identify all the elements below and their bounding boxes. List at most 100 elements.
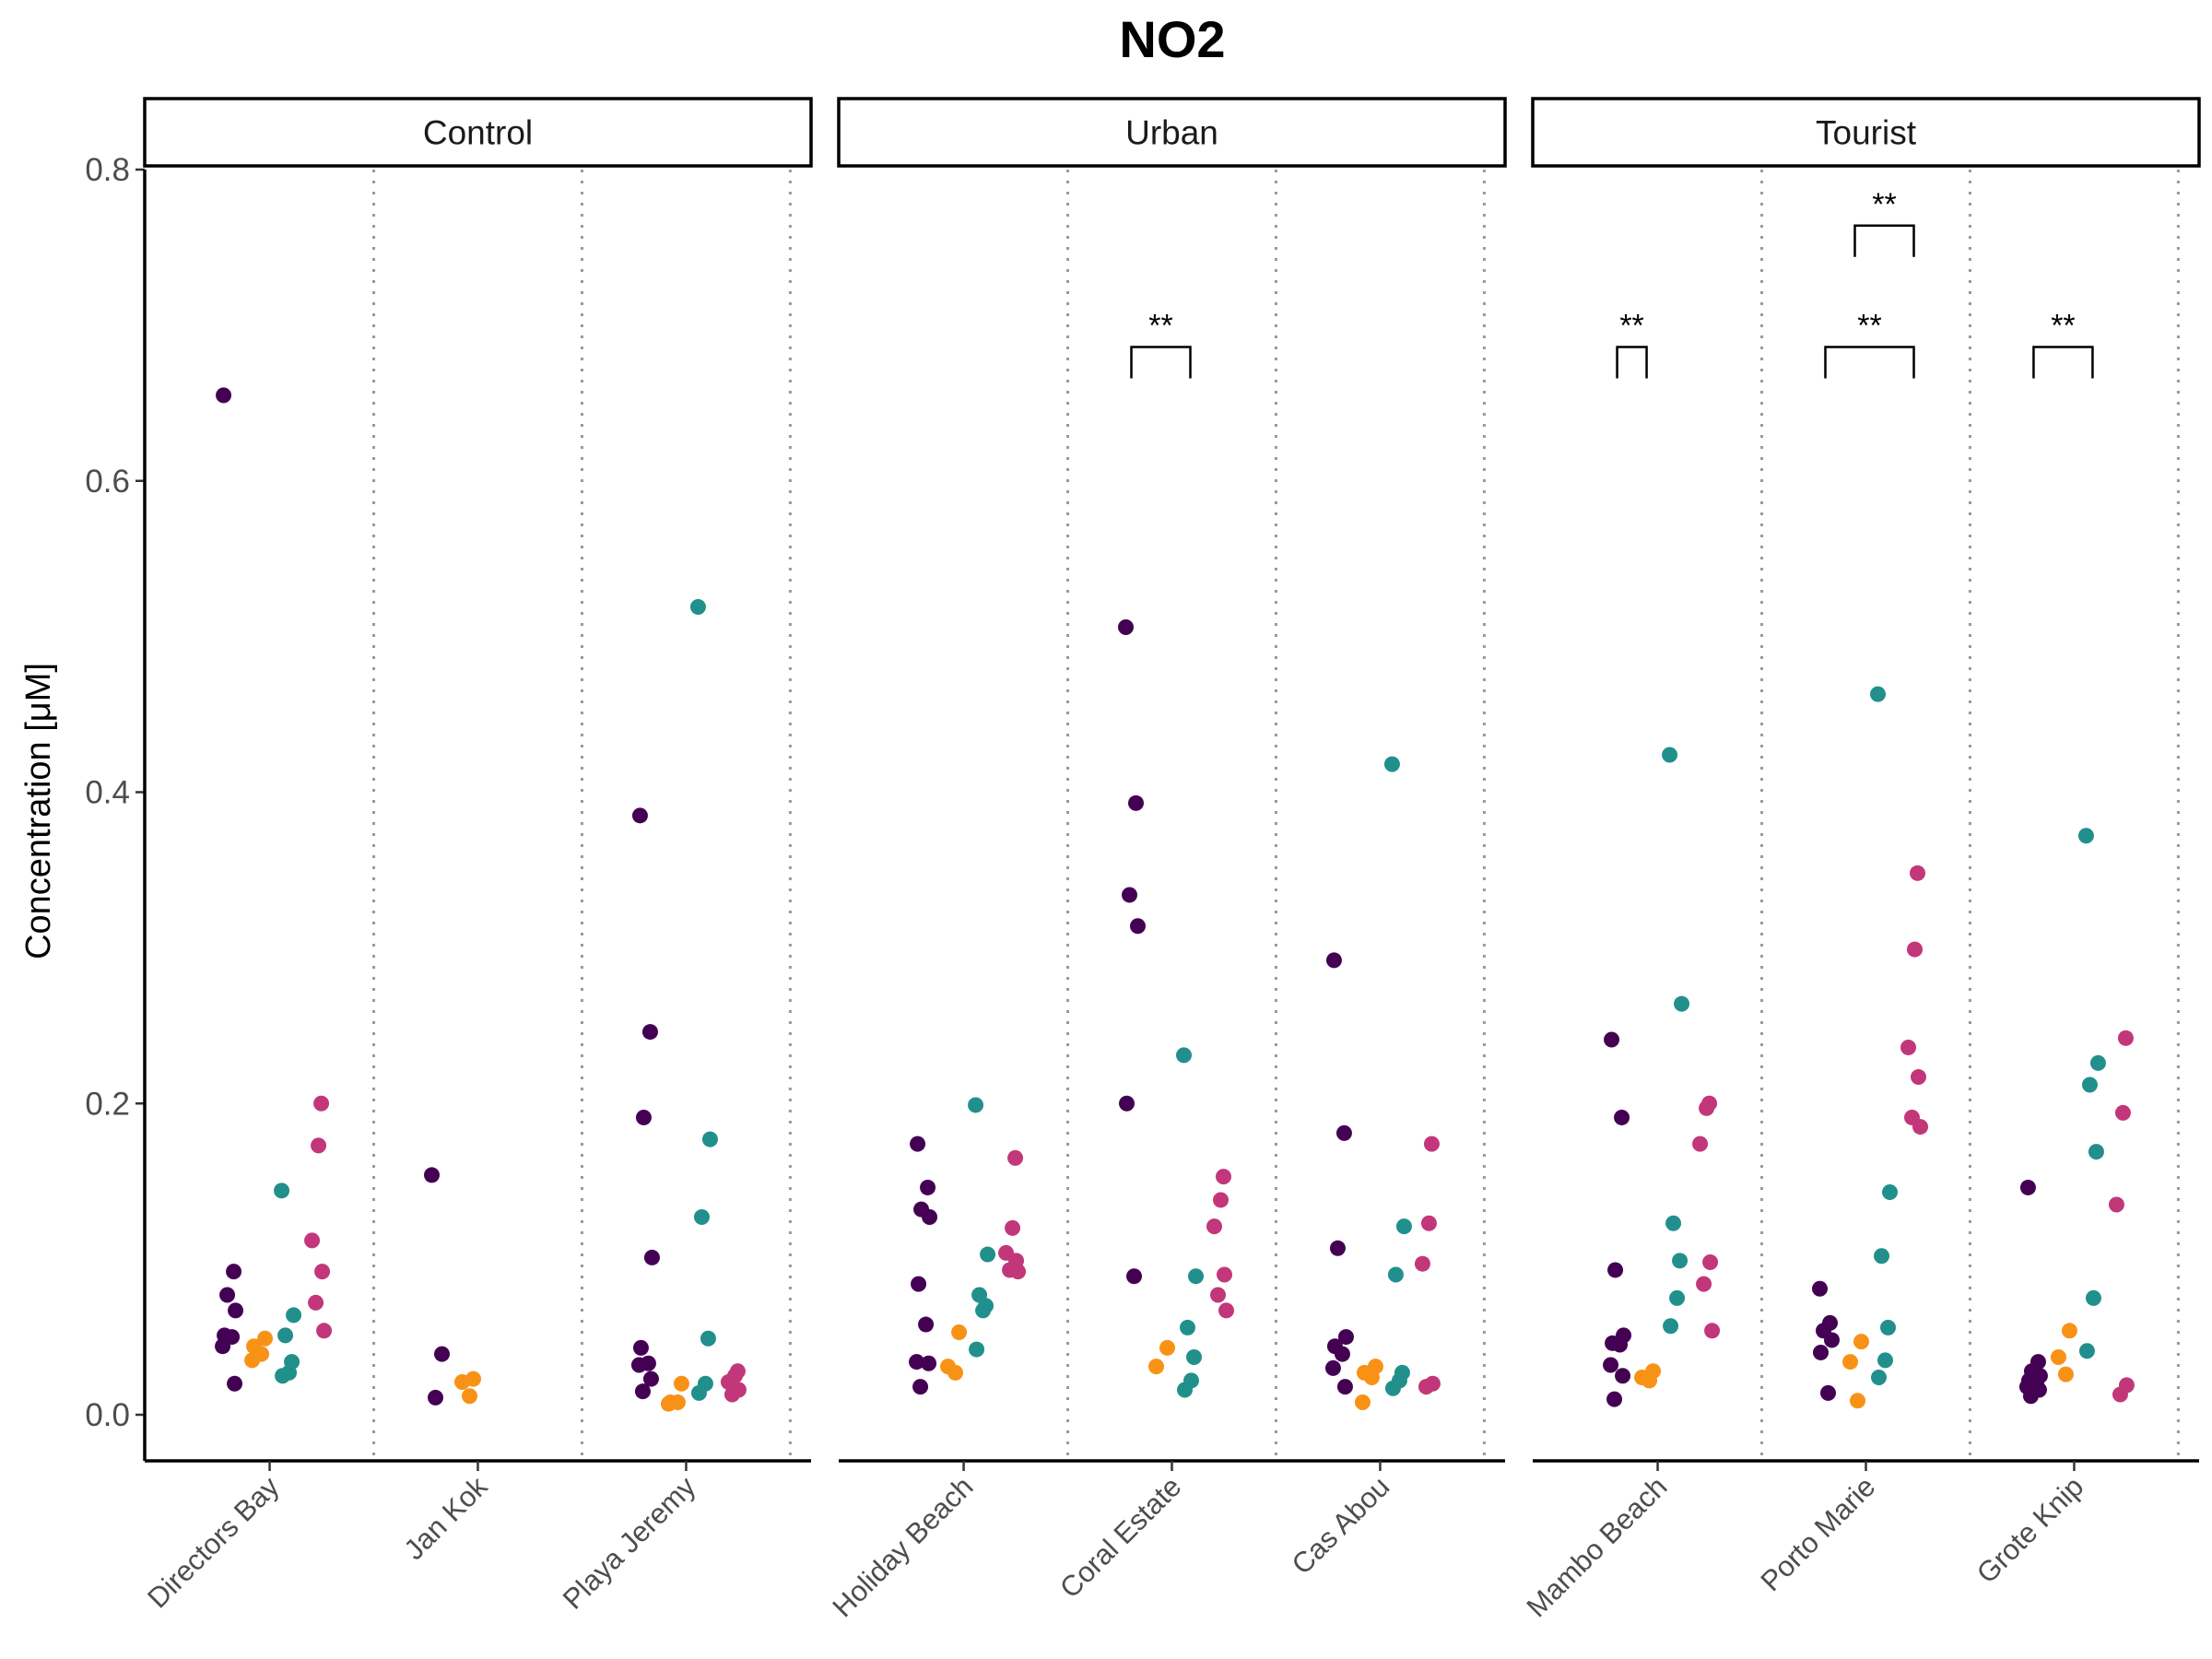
data-point-cas-abou bbox=[1334, 1346, 1350, 1362]
data-point-porto-marie bbox=[1812, 1280, 1828, 1297]
strip-label-urban: Urban bbox=[1125, 114, 1218, 152]
data-point-coral-estate bbox=[1119, 1095, 1135, 1112]
data-point-porto-marie bbox=[1874, 1248, 1889, 1265]
x-tick-label-coral-estate: Coral Estate bbox=[1053, 1470, 1187, 1604]
data-point-holiday-beach bbox=[911, 1276, 927, 1292]
data-point-playa-jeremy bbox=[693, 1209, 710, 1226]
data-point-cas-abou bbox=[1336, 1379, 1353, 1395]
data-point-playa-jeremy bbox=[673, 1375, 689, 1392]
data-point-mambo-beach bbox=[1641, 1372, 1658, 1389]
data-point-mambo-beach bbox=[1612, 1336, 1629, 1353]
data-point-coral-estate bbox=[1159, 1339, 1175, 1356]
x-tick-label-jan-kok: Jan Kok bbox=[397, 1470, 493, 1566]
data-point-coral-estate bbox=[1217, 1266, 1232, 1283]
data-point-holiday-beach bbox=[921, 1355, 937, 1371]
data-point-coral-estate bbox=[1177, 1382, 1193, 1398]
data-point-coral-estate bbox=[1206, 1218, 1222, 1235]
data-point-jan-kok bbox=[434, 1346, 450, 1362]
data-point-directors-bay bbox=[219, 1287, 236, 1303]
significance-label: ** bbox=[1857, 309, 1881, 344]
data-point-mambo-beach bbox=[1665, 1215, 1682, 1231]
data-point-grote-knip bbox=[2077, 828, 2094, 844]
data-point-porto-marie bbox=[1911, 1069, 1926, 1086]
data-point-coral-estate bbox=[1122, 887, 1137, 903]
data-point-coral-estate bbox=[1130, 918, 1146, 935]
x-tick-label-grote-knip: Grote Knip bbox=[1971, 1470, 2090, 1590]
data-point-cas-abou bbox=[1354, 1394, 1371, 1410]
plot-area: 0.0 0.2 0.4 0.6 0.8 Control Directors Bay Jan K… bbox=[85, 97, 2201, 1623]
data-point-directors-bay bbox=[308, 1294, 324, 1311]
data-point-coral-estate bbox=[1216, 1169, 1231, 1185]
data-point-directors-bay bbox=[226, 1264, 242, 1280]
data-point-porto-marie bbox=[1871, 1369, 1887, 1385]
data-point-cas-abou bbox=[1384, 1380, 1401, 1396]
data-point-directors-bay bbox=[277, 1327, 294, 1344]
data-point-playa-jeremy bbox=[701, 1131, 718, 1147]
y-tick-label: 0.8 bbox=[85, 152, 130, 188]
data-point-mambo-beach bbox=[1662, 747, 1678, 763]
data-point-grote-knip bbox=[2019, 1179, 2036, 1195]
data-point-mambo-beach bbox=[1604, 1031, 1620, 1048]
data-point-cas-abou bbox=[1423, 1135, 1440, 1152]
strip-label-control: Control bbox=[423, 114, 533, 152]
data-point-coral-estate bbox=[1176, 1047, 1192, 1064]
data-point-directors-bay bbox=[228, 1302, 244, 1319]
data-point-mambo-beach bbox=[1699, 1100, 1715, 1116]
data-point-grote-knip bbox=[2088, 1144, 2104, 1160]
data-point-directors-bay bbox=[274, 1182, 290, 1199]
data-point-mambo-beach bbox=[1704, 1323, 1721, 1339]
data-point-mambo-beach bbox=[1692, 1135, 1709, 1152]
data-point-cas-abou bbox=[1325, 952, 1342, 969]
strip-tourist bbox=[1531, 97, 2201, 168]
data-point-porto-marie bbox=[1880, 1319, 1896, 1335]
bracket-line bbox=[2032, 346, 2094, 379]
data-point-holiday-beach bbox=[951, 1324, 968, 1340]
data-point-playa-jeremy bbox=[724, 1386, 740, 1403]
data-point-grote-knip bbox=[2112, 1386, 2128, 1403]
bracket-line bbox=[1824, 346, 1915, 379]
data-point-playa-jeremy bbox=[660, 1395, 677, 1412]
data-point-grote-knip bbox=[2089, 1054, 2106, 1071]
data-point-porto-marie bbox=[1813, 1344, 1829, 1360]
data-point-directors-bay bbox=[316, 1323, 333, 1339]
data-point-cas-abou bbox=[1329, 1240, 1346, 1256]
data-point-jan-kok bbox=[428, 1389, 443, 1406]
data-point-grote-knip bbox=[2061, 1323, 2077, 1339]
data-point-playa-jeremy bbox=[634, 1383, 651, 1400]
data-point-playa-jeremy bbox=[641, 1024, 658, 1041]
data-point-playa-jeremy bbox=[632, 1339, 649, 1356]
strip-control bbox=[143, 97, 813, 168]
data-point-grote-knip bbox=[2108, 1196, 2124, 1213]
data-point-directors-bay bbox=[257, 1330, 274, 1347]
data-point-playa-jeremy bbox=[643, 1249, 660, 1265]
chart-title: NO2 bbox=[1119, 10, 1225, 68]
data-point-grote-knip bbox=[2050, 1349, 2066, 1366]
strip-urban bbox=[837, 97, 1507, 168]
data-point-directors-bay bbox=[286, 1307, 302, 1324]
data-point-grote-knip bbox=[2057, 1366, 2074, 1382]
data-point-cas-abou bbox=[1337, 1329, 1354, 1346]
data-point-holiday-beach bbox=[947, 1364, 964, 1381]
x-tick-label-directors-bay: Directors Bay bbox=[141, 1470, 286, 1615]
bracket-line bbox=[1853, 224, 1915, 257]
data-point-grote-knip bbox=[2081, 1077, 2098, 1093]
data-point-directors-bay bbox=[216, 387, 232, 404]
data-point-porto-marie bbox=[1900, 1039, 1916, 1055]
data-point-cas-abou bbox=[1414, 1255, 1430, 1272]
data-point-directors-bay bbox=[313, 1095, 330, 1112]
data-point-jan-kok bbox=[462, 1388, 477, 1405]
data-point-directors-bay bbox=[215, 1338, 231, 1355]
data-point-cas-abou bbox=[1383, 756, 1400, 772]
data-point-holiday-beach bbox=[920, 1179, 936, 1195]
data-point-holiday-beach bbox=[910, 1135, 926, 1152]
data-point-holiday-beach bbox=[1005, 1219, 1021, 1236]
data-point-playa-jeremy bbox=[635, 1109, 652, 1125]
data-point-mambo-beach bbox=[1607, 1262, 1624, 1278]
data-point-coral-estate bbox=[1118, 618, 1134, 635]
data-point-porto-marie bbox=[1882, 1184, 1898, 1201]
data-point-porto-marie bbox=[1907, 941, 1923, 958]
data-point-cas-abou bbox=[1387, 1266, 1404, 1283]
data-point-cas-abou bbox=[1395, 1218, 1412, 1235]
data-point-coral-estate bbox=[1213, 1192, 1229, 1208]
data-point-porto-marie bbox=[1824, 1332, 1840, 1348]
